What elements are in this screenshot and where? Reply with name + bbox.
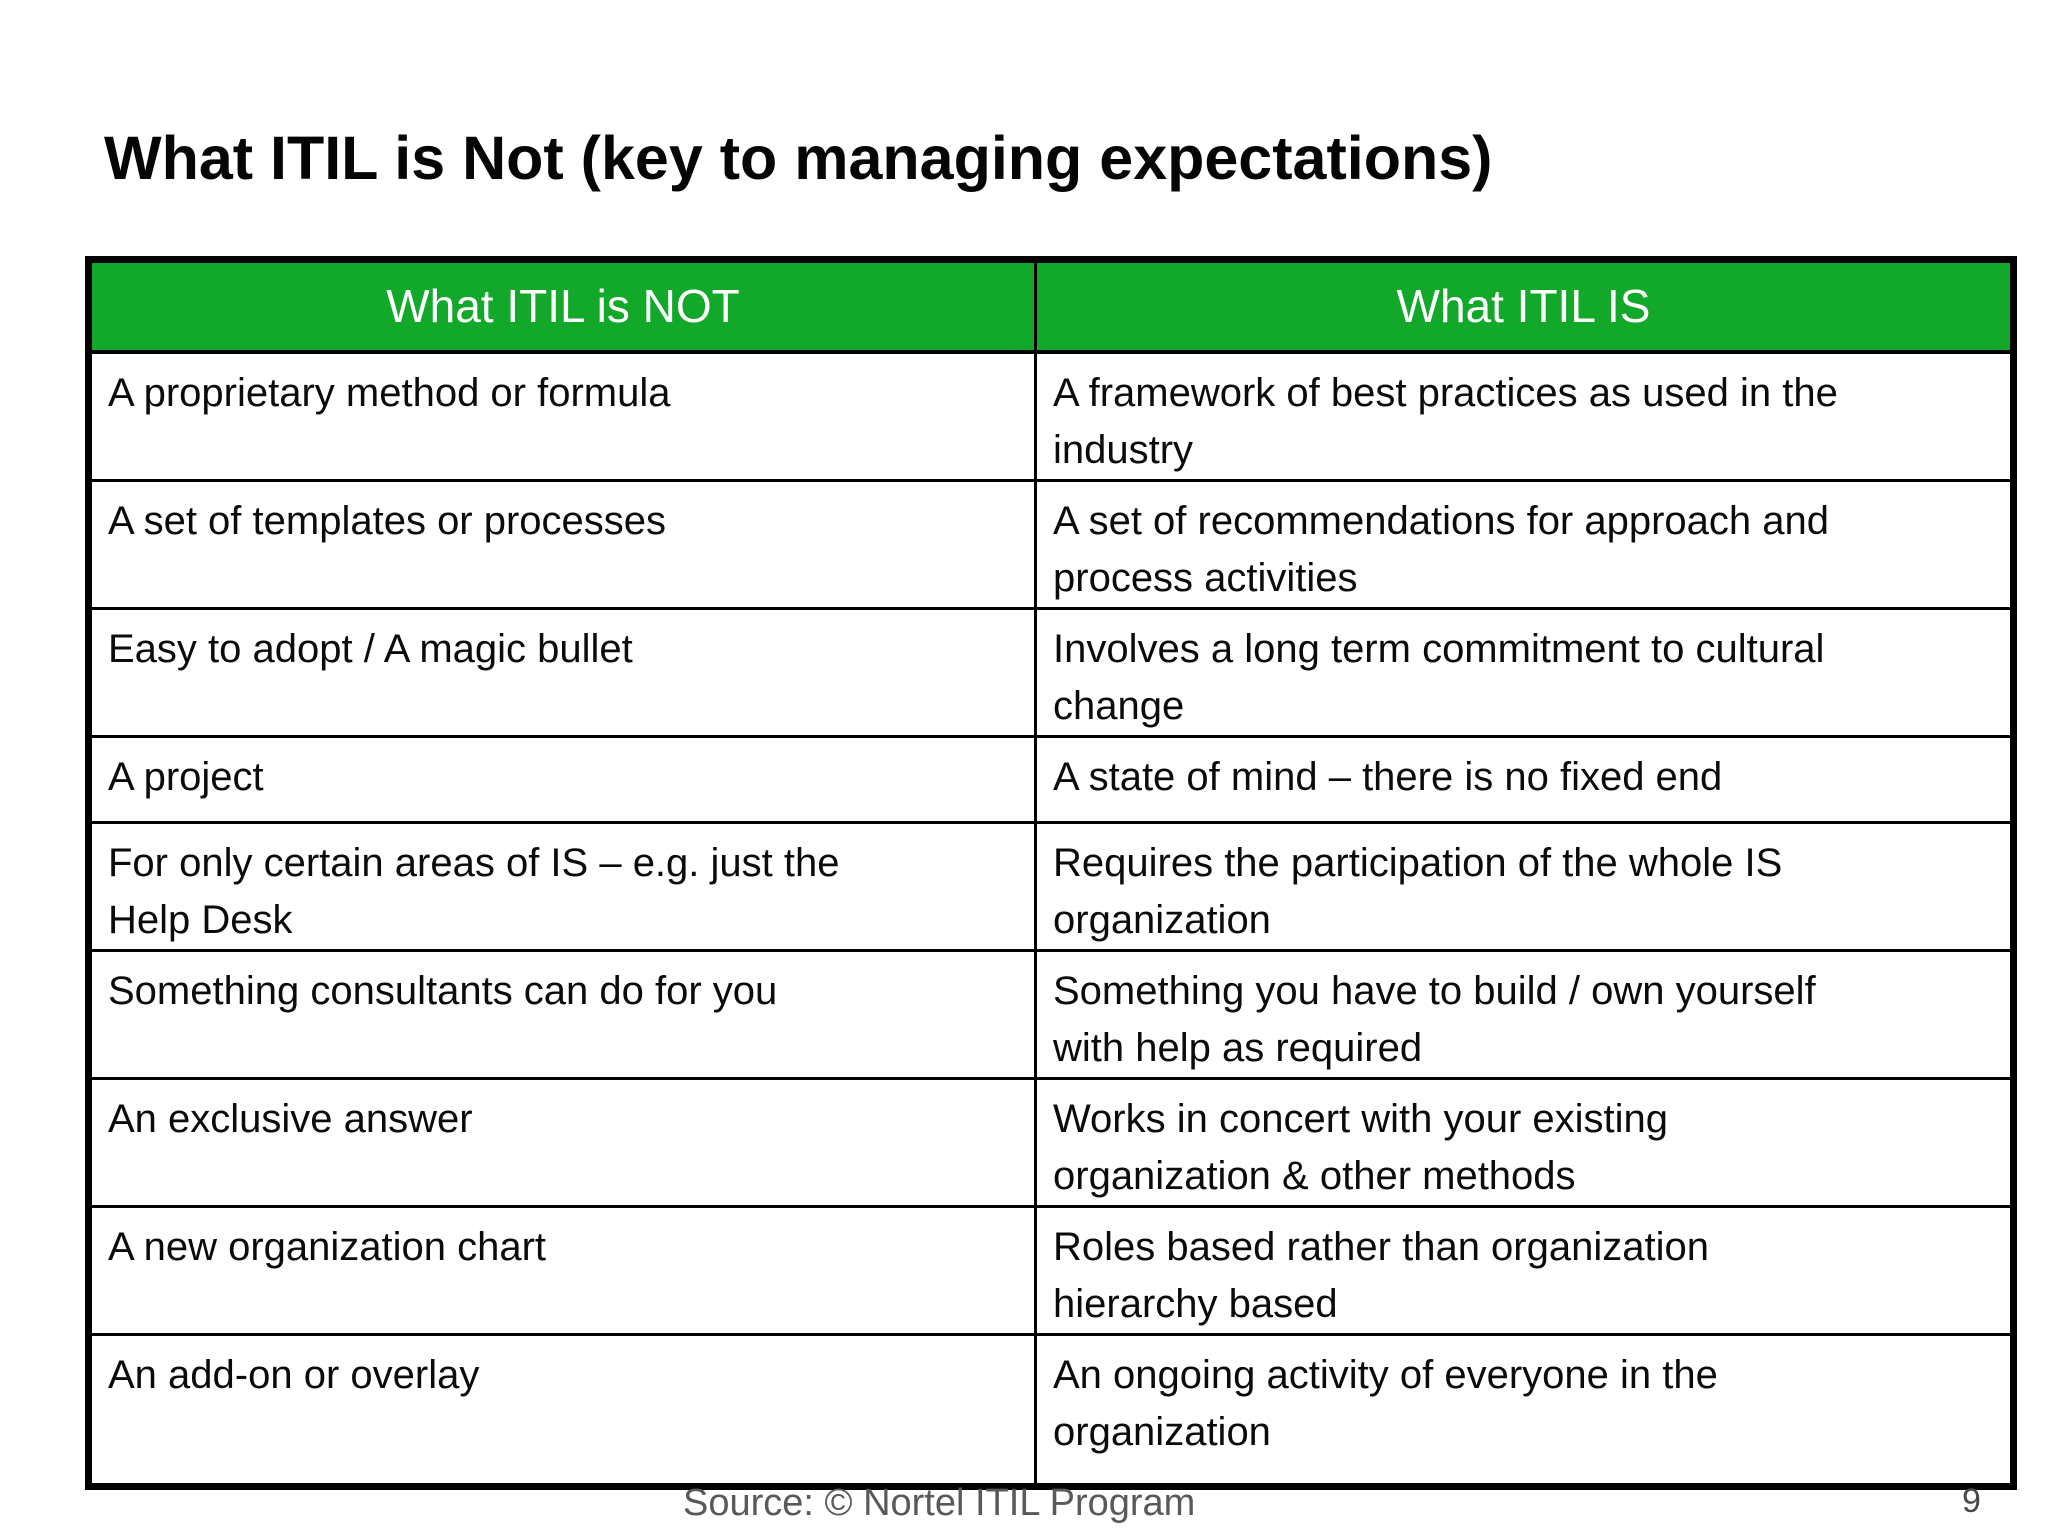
table-row: Something consultants can do for you Som… (87, 948, 2015, 1080)
cell-is: A set of recommendations for approach an… (1034, 478, 2015, 610)
cell-is: Involves a long term commitment to cultu… (1034, 606, 2015, 738)
cell-not: An add-on or overlay (87, 1332, 1037, 1488)
cell-is: Roles based rather than organization hie… (1034, 1204, 2015, 1336)
table-row: Easy to adopt / A magic bullet Involves … (87, 606, 2015, 738)
cell-is: A framework of best practices as used in… (1034, 350, 2015, 482)
cell-is: Works in concert with your existing orga… (1034, 1076, 2015, 1208)
cell-not: A project (87, 734, 1037, 824)
cell-is: Something you have to build / own yourse… (1034, 948, 2015, 1080)
page-title: What ITIL is Not (key to managing expect… (104, 124, 1493, 192)
cell-not: A proprietary method or formula (87, 350, 1037, 482)
source-text: Source: © Nortel ITIL Program (683, 1482, 1196, 1524)
table-row: A proprietary method or formula A framew… (87, 350, 2015, 482)
cell-not: A set of templates or processes (87, 478, 1037, 610)
table-row: A set of templates or processes A set of… (87, 478, 2015, 610)
table-row: A new organization chart Roles based rat… (87, 1204, 2015, 1336)
cell-is: An ongoing activity of everyone in the o… (1034, 1332, 2015, 1488)
table-header-row: What ITIL is NOT What ITIL IS (87, 258, 2015, 354)
column-header-is: What ITIL IS (1034, 258, 2015, 354)
cell-not: For only certain areas of IS – e.g. just… (87, 820, 1037, 952)
cell-not: Easy to adopt / A magic bullet (87, 606, 1037, 738)
table-row: For only certain areas of IS – e.g. just… (87, 820, 2015, 952)
cell-not: A new organization chart (87, 1204, 1037, 1336)
cell-not: An exclusive answer (87, 1076, 1037, 1208)
table-row: A project A state of mind – there is no … (87, 734, 2015, 824)
cell-is: A state of mind – there is no fixed end (1034, 734, 2015, 824)
cell-is: Requires the participation of the whole … (1034, 820, 2015, 952)
comparison-table: What ITIL is NOT What ITIL IS A propriet… (85, 256, 2017, 1490)
page-number: 9 (1962, 1482, 1981, 1520)
table-row: An exclusive answer Works in concert wit… (87, 1076, 2015, 1208)
table-row: An add-on or overlay An ongoing activity… (87, 1332, 2015, 1488)
cell-not: Something consultants can do for you (87, 948, 1037, 1080)
column-header-not: What ITIL is NOT (87, 258, 1037, 354)
